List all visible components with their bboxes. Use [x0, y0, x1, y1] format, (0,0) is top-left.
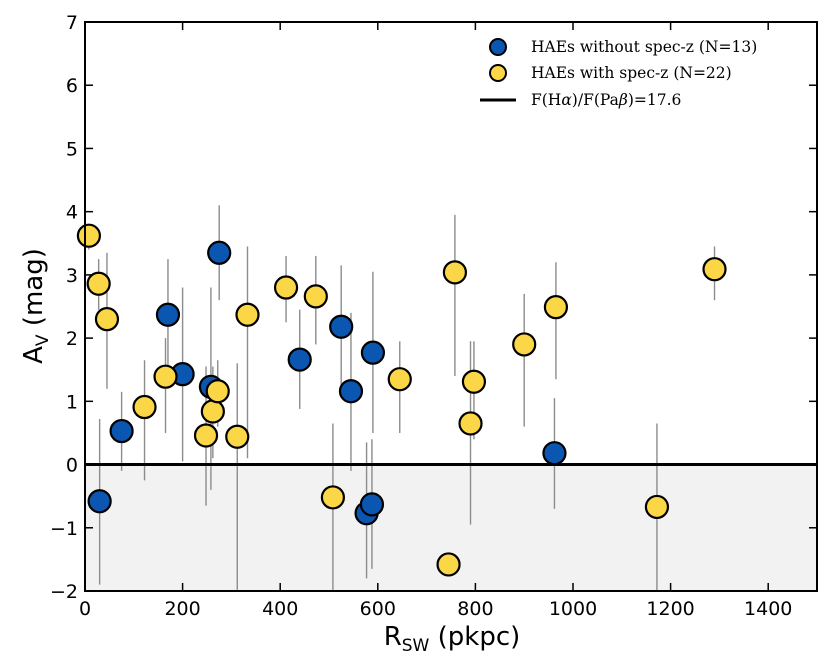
data-point-without-specz: [109, 418, 134, 444]
data-point-with-specz: [387, 367, 412, 392]
data-point-with-specz: [436, 552, 461, 577]
y-tick-label: 3: [66, 265, 78, 287]
data-point-with-specz: [153, 364, 178, 389]
data-point-without-specz: [338, 379, 364, 404]
x-tick-label: 800: [457, 598, 493, 620]
y-axis-title: AV (mag): [19, 248, 53, 364]
data-point-with-specz: [512, 332, 537, 357]
data-point-with-specz: [320, 485, 346, 510]
x-tick-label: 1200: [646, 598, 694, 620]
data-point-with-specz: [644, 494, 670, 520]
data-point-without-specz: [155, 302, 181, 327]
data-point-with-specz: [442, 260, 468, 285]
y-tick-label: 7: [66, 12, 78, 34]
data-point-with-specz: [273, 275, 299, 300]
legend-label-without-specz: HAEs without spec-z (N=13): [531, 38, 757, 56]
data-point-without-specz: [542, 441, 567, 466]
data-point-without-specz: [87, 489, 112, 514]
data-point-with-specz: [235, 302, 260, 327]
data-point-with-specz: [76, 223, 102, 248]
data-point-without-specz: [207, 240, 232, 265]
data-point-with-specz: [193, 423, 219, 448]
legend: HAEs without spec-z (N=13) HAEs with spe…: [480, 38, 757, 109]
axis-ticks: 0 200 400 600 800 1000 1200 1400 −2 −1 0 1 2 3 4 5 6 7: [50, 12, 817, 620]
data-point-with-specz: [200, 399, 225, 424]
y-tick-label: 6: [66, 75, 78, 97]
x-tick-label: 1000: [549, 598, 597, 620]
data-point-without-specz: [359, 492, 385, 517]
data-point-without-specz: [360, 340, 386, 365]
data-point-with-specz: [225, 424, 250, 449]
x-tick-label: 400: [262, 598, 298, 620]
y-tick-label: 4: [66, 202, 78, 224]
x-tick-label: 200: [164, 598, 200, 620]
legend-label-with-specz: HAEs with spec-z (N=22): [531, 64, 732, 82]
y-tick-label: −1: [50, 518, 78, 540]
legend-marker-without-specz: [489, 38, 507, 56]
data-point-with-specz: [458, 411, 483, 436]
data-point-with-specz: [303, 284, 328, 309]
y-tick-label: −2: [50, 581, 78, 603]
data-point-with-specz: [702, 257, 727, 282]
x-tick-label: 600: [360, 598, 396, 620]
y-tick-label: 2: [66, 328, 78, 350]
x-tick-label: 0: [79, 598, 91, 620]
y-tick-label: 0: [66, 455, 78, 477]
legend-label-ratio: F(Hα)/F(Paβ)=17.6: [531, 91, 681, 109]
x-tick-label: 1400: [744, 598, 792, 620]
y-tick-label: 1: [66, 391, 78, 413]
y-tick-label: 5: [66, 138, 78, 160]
data-point-without-specz: [287, 347, 312, 372]
data-point-with-specz: [543, 295, 569, 320]
data-points: [76, 223, 727, 577]
legend-marker-with-specz: [489, 64, 507, 82]
data-point-with-specz: [205, 379, 230, 404]
data-point-with-specz: [132, 394, 157, 420]
data-point-without-specz: [329, 314, 354, 339]
x-axis-title: RSW (pkpc): [384, 622, 521, 656]
data-point-with-specz: [94, 307, 120, 332]
data-point-with-specz: [461, 369, 487, 394]
data-point-with-specz: [86, 271, 111, 296]
plot-frame: [84, 21, 818, 592]
